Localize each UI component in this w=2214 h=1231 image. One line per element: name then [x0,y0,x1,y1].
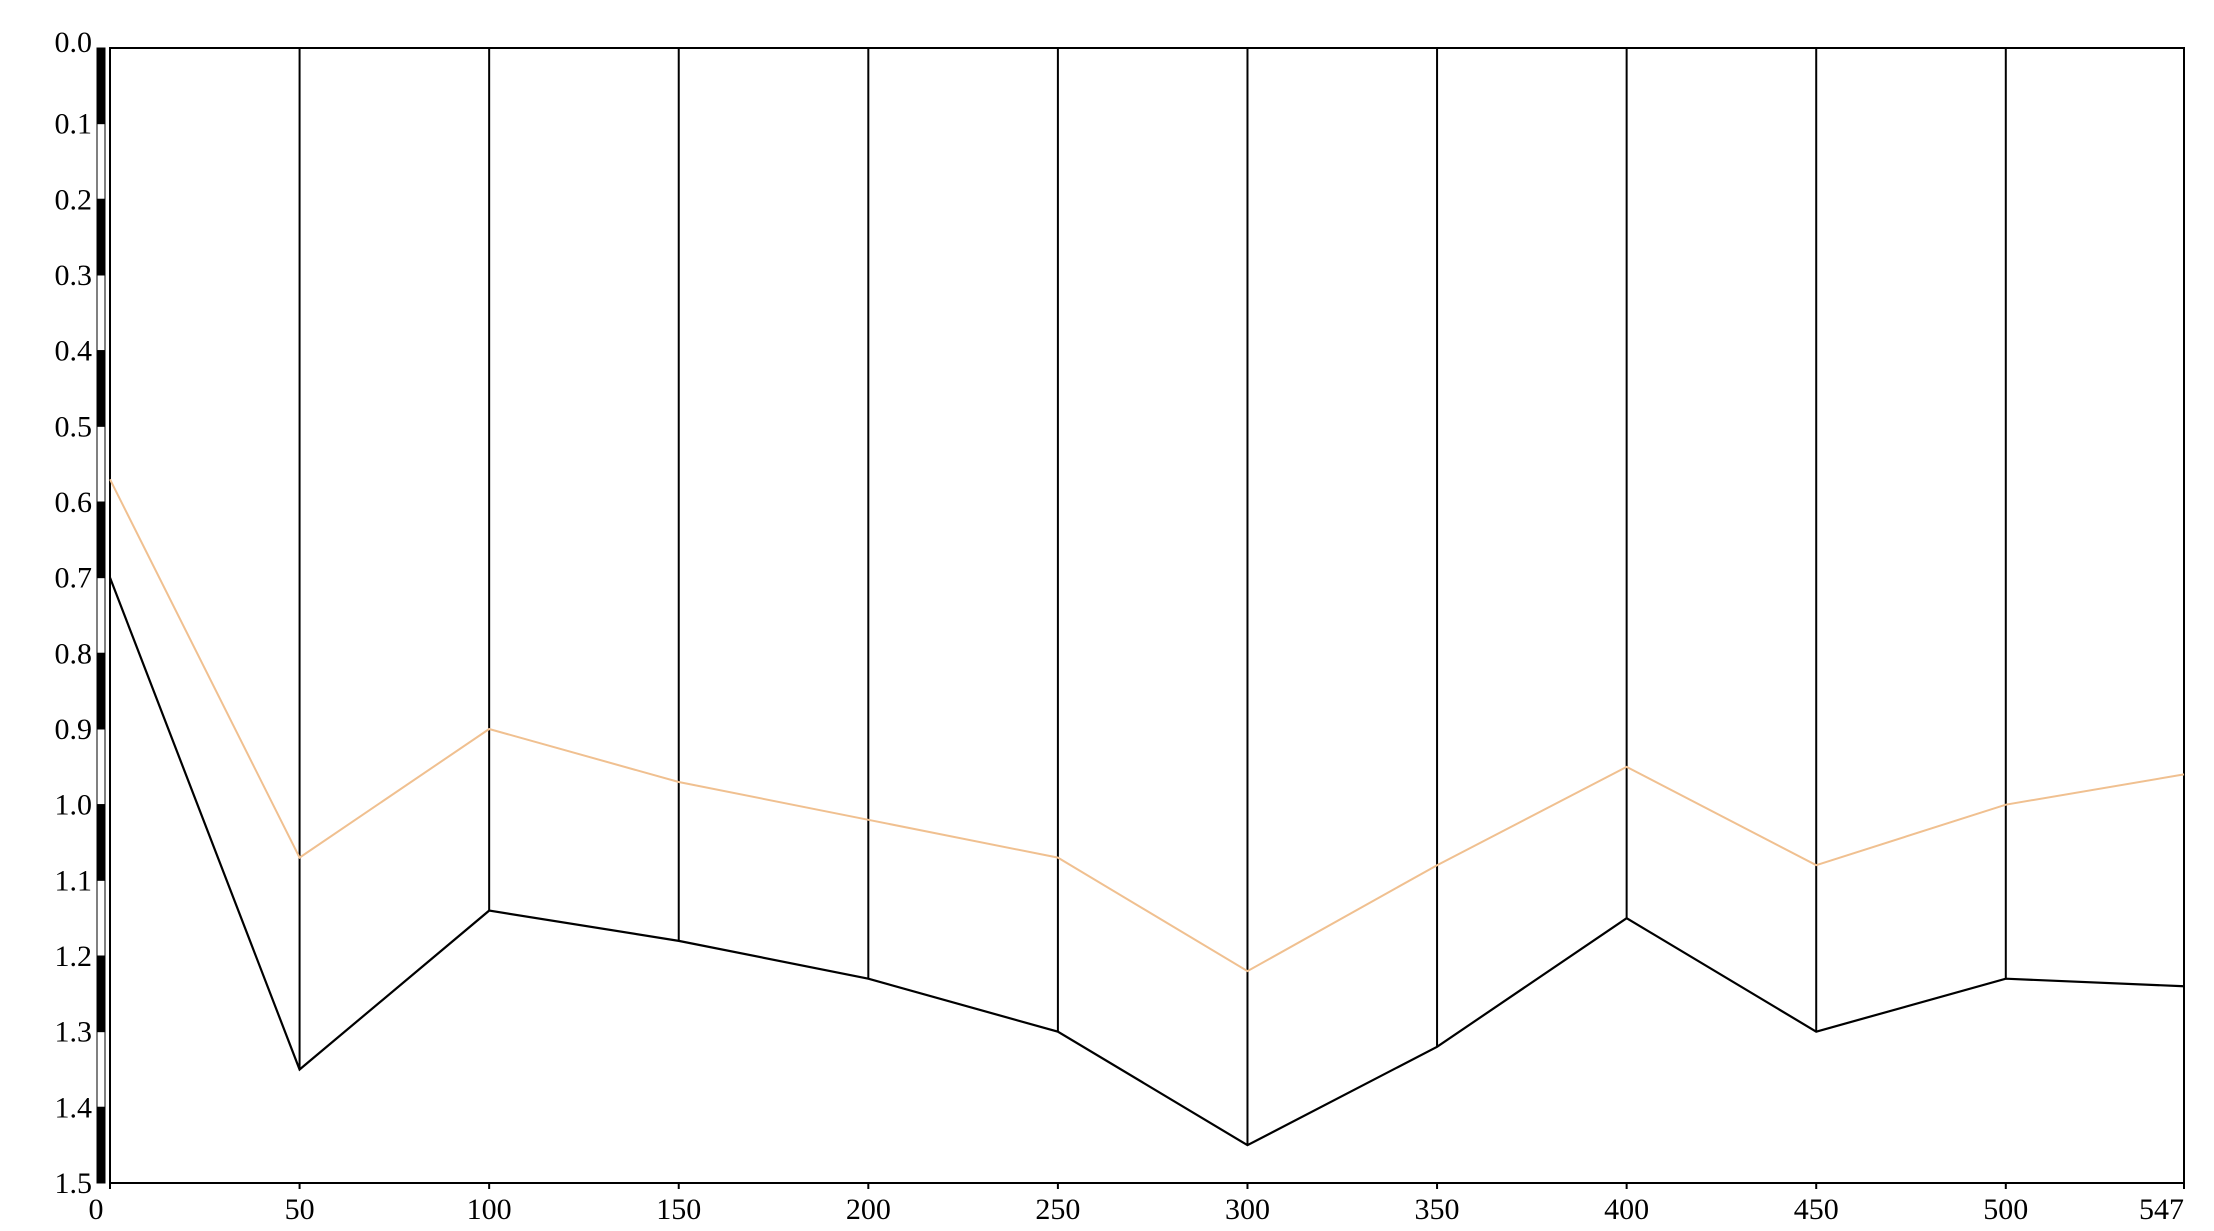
y-tick-label: 1.2 [55,940,93,973]
x-tick-label: 300 [1225,1193,1270,1226]
x-tick-label: 400 [1604,1193,1649,1226]
x-tick-label: 0 [89,1193,104,1226]
y-tick-label: 1.0 [55,789,93,822]
scale-bar-segment-14 [96,1106,106,1184]
x-axis-ticks: 0 50 100 150 200 250 300 350 400 450 500 547 [89,1183,2185,1226]
scale-bar-segment-11 [96,879,106,957]
scale-bar-segment-12 [96,955,106,1033]
y-tick-label: 1.5 [55,1167,93,1200]
y-tick-label: 0.6 [55,486,93,519]
y-axis-scale-bar [96,47,106,1184]
y-tick-label: 0.5 [55,410,93,443]
scale-bar-segment-4 [96,350,106,427]
x-tick-label: 100 [467,1193,512,1226]
scale-bar-segment-6 [96,501,106,579]
x-tick-label: 200 [846,1193,891,1226]
series-lines [108,478,2185,1147]
y-tick-label: 0.9 [55,713,93,746]
y-tick-label: 0.8 [55,637,93,670]
scale-bar-segment-5 [96,425,106,503]
x-tick-label: 50 [285,1193,315,1226]
series-line-2 [108,577,2185,1147]
y-tick-label: 0.4 [55,335,93,368]
scale-bar-segment-7 [96,577,106,654]
y-tick-label: 1.4 [55,1091,93,1124]
y-axis-ticks: 0.0 0.1 0.2 0.3 0.4 0.5 0.6 0.7 0.8 0.9 1.0 1.1 1.2 1… [55,26,93,1200]
scale-bar-segment-9 [96,728,106,806]
scale-bar-segment-2 [96,198,106,276]
scale-bar-segment-13 [96,1031,106,1108]
plot-border [109,47,2185,1184]
scale-bar-segment-8 [96,652,106,730]
scale-bar-segment-3 [96,274,106,352]
x-tick-label: 150 [656,1193,701,1226]
scale-bar-segment-10 [96,804,106,881]
y-tick-label: 1.3 [55,1016,93,1049]
vertical-drop-lines [298,48,2185,1146]
series-line-1 [109,478,2185,973]
y-tick-label: 0.3 [55,259,93,292]
y-tick-label: 1.1 [55,864,93,897]
y-tick-label: 0.0 [55,26,93,59]
y-tick-label: 0.7 [55,562,93,595]
x-tick-label: 250 [1035,1193,1080,1226]
x-tick-label: 500 [1983,1193,2028,1226]
y-tick-label: 0.1 [55,108,93,141]
scale-bar-segment-1 [96,123,106,200]
y-tick-label: 0.2 [55,183,93,216]
plot-frame [109,47,2185,1184]
scale-bar-segment-0 [96,47,106,125]
x-tick-label: 450 [1794,1193,1839,1226]
x-tick-label: 547 [2139,1193,2184,1226]
x-tick-label: 350 [1415,1193,1460,1226]
